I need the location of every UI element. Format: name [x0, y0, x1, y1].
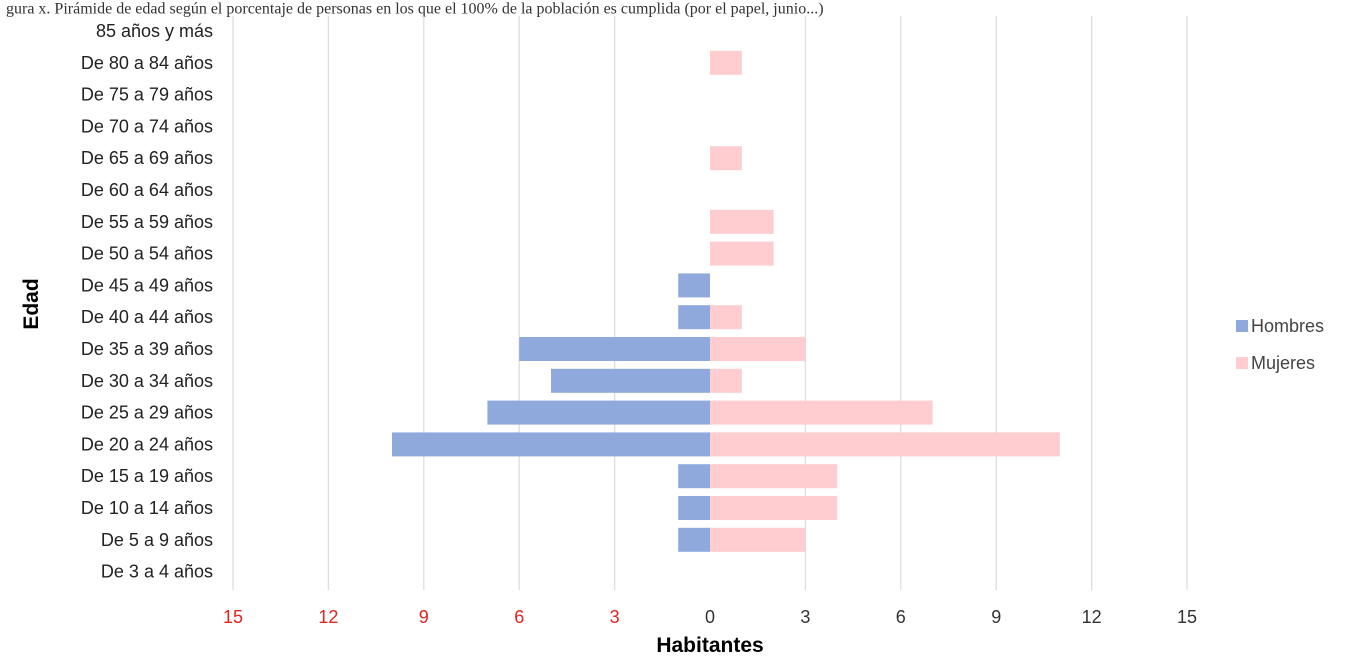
bars [392, 50, 1060, 552]
x-tick-label-8: 9 [991, 607, 1001, 627]
x-tick-labels: 15 12 9 6 3 0 3 6 9 12 15 [223, 607, 1197, 627]
bar-hombres-16 [678, 527, 710, 552]
category-label-0: 85 años y más [96, 21, 213, 41]
x-tick-label-0: 15 [223, 607, 243, 627]
bar-hombres-15 [678, 496, 710, 520]
x-tick-label-4: 3 [610, 607, 620, 627]
legend-label-mujeres: Mujeres [1251, 353, 1315, 373]
category-label-17: De 3 a 4 años [101, 562, 213, 582]
category-label-13: De 20 a 24 años [81, 434, 213, 454]
bar-hombres-13 [392, 432, 710, 457]
x-tick-label-2: 9 [419, 607, 429, 627]
bar-hombres-9 [678, 305, 710, 330]
category-label-11: De 30 a 34 años [81, 371, 213, 391]
category-label-1: De 80 a 84 años [81, 53, 213, 73]
x-tick-label-9: 12 [1082, 607, 1102, 627]
category-label-7: De 50 a 54 años [81, 244, 213, 264]
x-tick-label-1: 12 [318, 607, 338, 627]
bar-mujeres-9 [710, 305, 742, 330]
category-label-2: De 75 a 79 años [81, 85, 213, 105]
category-label-6: De 55 a 59 años [81, 212, 213, 232]
bar-mujeres-10 [710, 337, 806, 361]
category-label-8: De 45 a 49 años [81, 275, 213, 295]
bar-mujeres-16 [710, 527, 806, 552]
category-label-14: De 15 a 19 años [81, 466, 213, 486]
bar-mujeres-11 [710, 368, 742, 393]
x-tick-label-10: 15 [1177, 607, 1197, 627]
bar-mujeres-15 [710, 496, 838, 520]
x-tick-label-3: 6 [514, 607, 524, 627]
legend: Hombres Mujeres [1236, 316, 1324, 373]
x-tick-label-6: 3 [800, 607, 810, 627]
figure-caption: gura x. Pirámide de edad según el porcen… [6, 0, 824, 17]
bar-hombres-8 [678, 273, 710, 298]
x-tick-label-5: 0 [705, 607, 715, 627]
x-axis-title: Habitantes [656, 634, 763, 657]
category-label-4: De 65 a 69 años [81, 148, 213, 168]
category-label-16: De 5 a 9 años [101, 530, 213, 550]
bar-hombres-14 [678, 464, 710, 489]
x-tick-label-7: 6 [896, 607, 906, 627]
bar-hombres-10 [519, 337, 710, 361]
y-axis-title: Edad [20, 278, 43, 329]
category-label-10: De 35 a 39 años [81, 339, 213, 359]
category-label-12: De 25 a 29 años [81, 403, 213, 423]
bar-mujeres-12 [710, 400, 933, 425]
bar-mujeres-6 [710, 209, 774, 234]
category-label-9: De 40 a 44 años [81, 307, 213, 327]
bar-hombres-11 [551, 368, 710, 393]
bar-mujeres-7 [710, 241, 774, 266]
bar-mujeres-14 [710, 464, 838, 489]
bar-hombres-12 [487, 400, 710, 425]
category-labels: 85 años y más De 80 a 84 años De 75 a 79 a… [81, 21, 213, 582]
gridlines [232, 16, 1188, 590]
bar-mujeres-4 [710, 146, 742, 171]
bar-mujeres-13 [710, 432, 1060, 457]
bar-mujeres-1 [710, 50, 742, 75]
legend-label-hombres: Hombres [1251, 316, 1324, 336]
category-label-15: De 10 a 14 años [81, 498, 213, 518]
category-label-3: De 70 a 74 años [81, 116, 213, 136]
legend-swatch-mujeres [1236, 357, 1248, 369]
category-label-5: De 60 a 64 años [81, 180, 213, 200]
legend-swatch-hombres [1236, 320, 1248, 332]
